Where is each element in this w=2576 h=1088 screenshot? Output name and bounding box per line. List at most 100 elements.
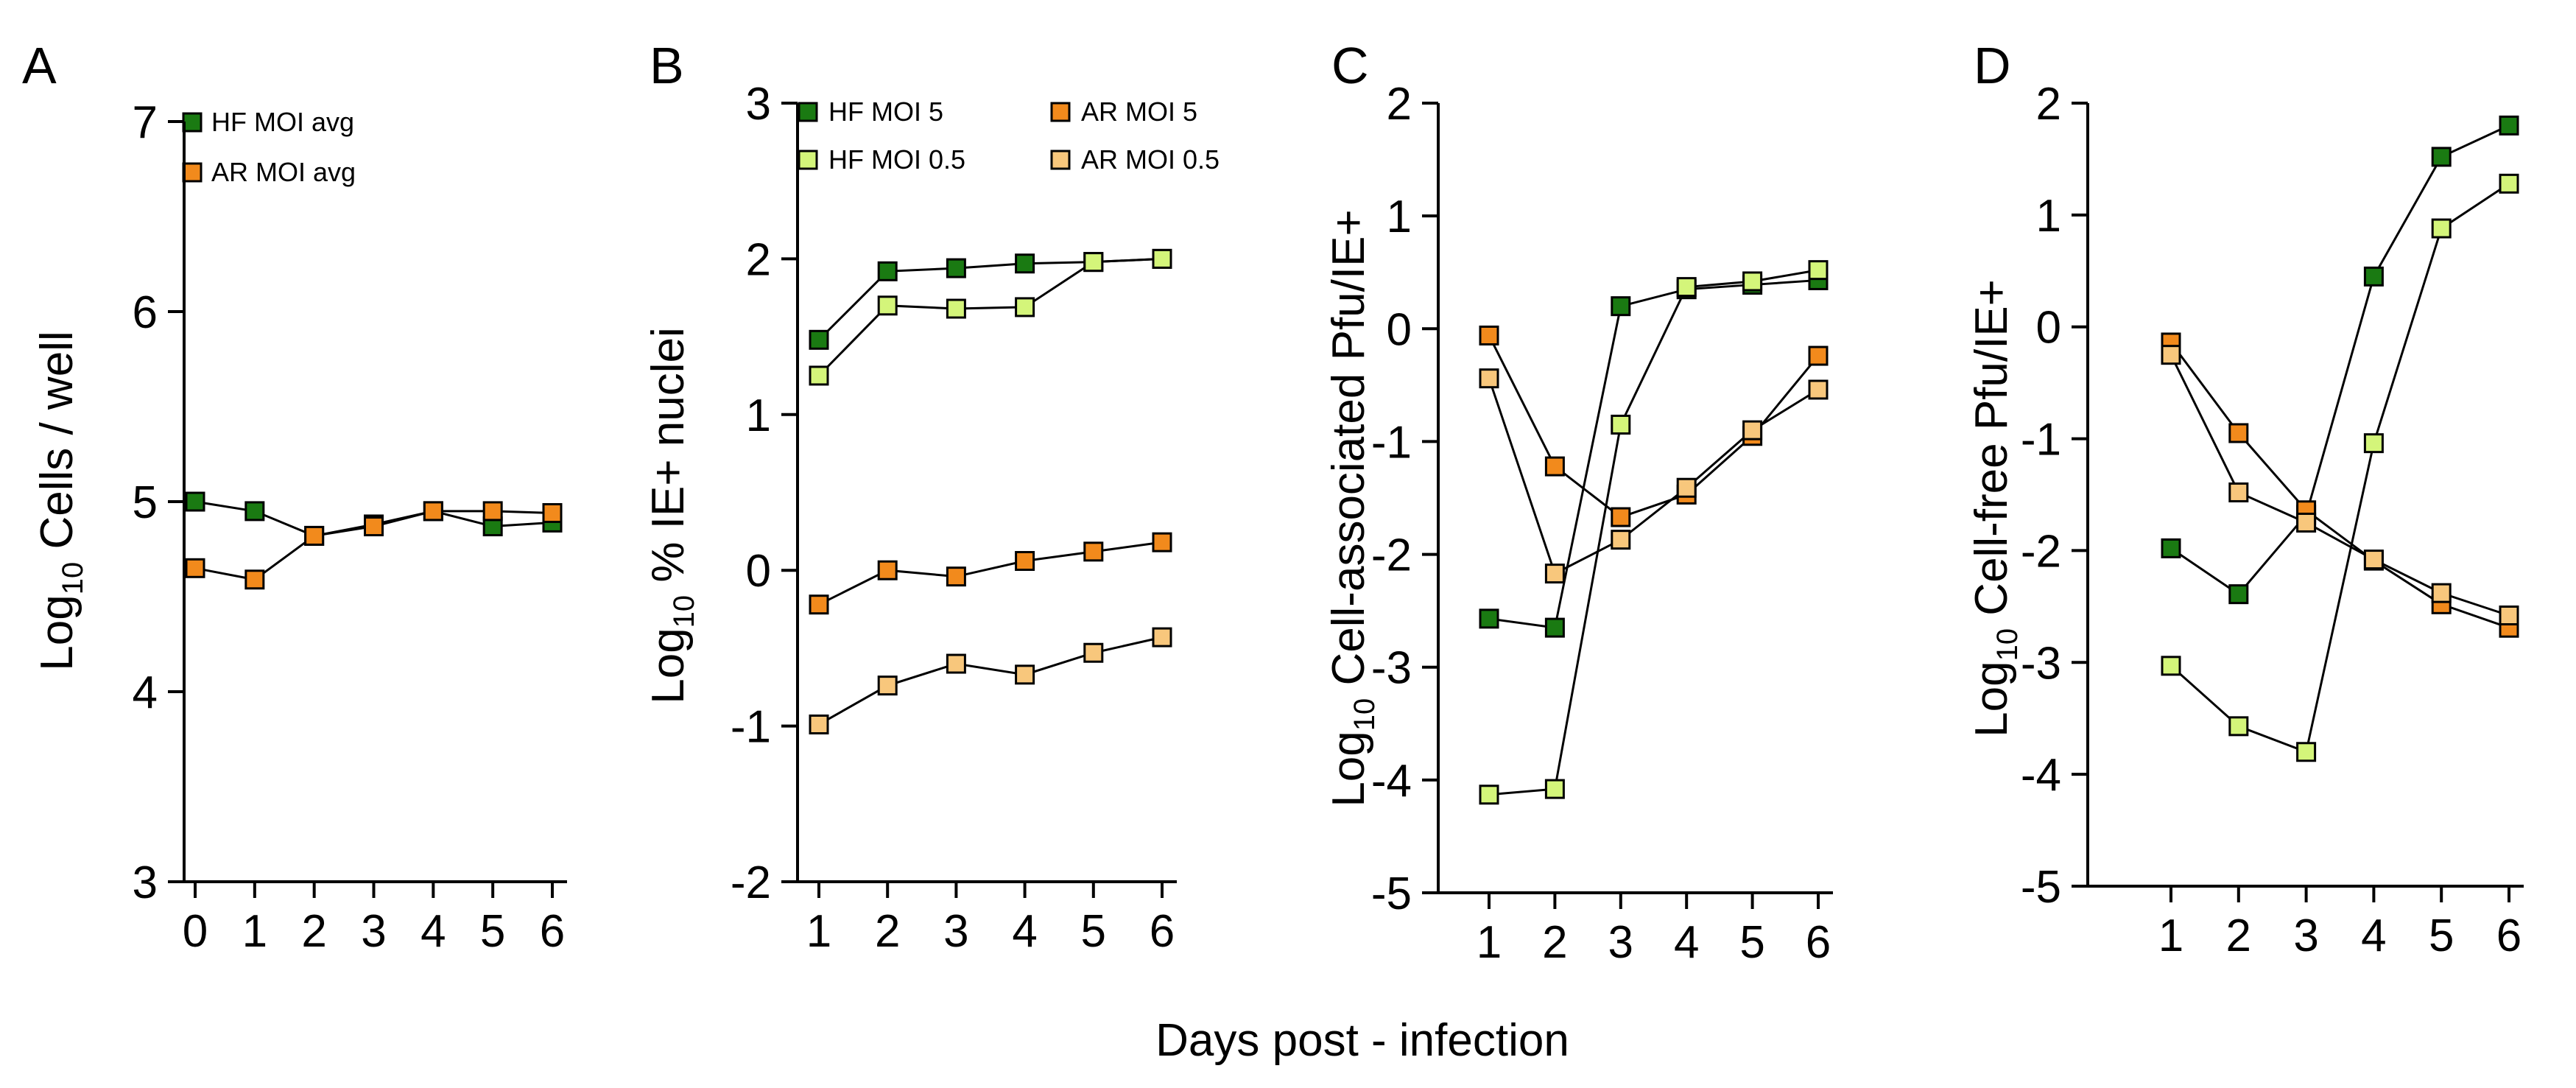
y-tick-label: 6 [133,287,158,338]
y-tick-label: 3 [133,857,158,908]
x-tick-label: 4 [420,906,446,957]
legend-swatch-hf-moi-5 [798,102,818,122]
y-tick-label: 7 [133,97,158,148]
y-tick-label: 4 [133,667,158,718]
y-tick-label: -4 [2021,750,2061,801]
data-point [1083,541,1104,562]
data-point [2499,173,2519,194]
data-point [1015,297,1035,317]
series-line [818,541,1163,606]
panel-b-y-axis-label: Log10 % IE+ nuclei [643,327,700,704]
data-point [2363,266,2384,287]
svg-text:Log10 % IE+ nuclei: Log10 % IE+ nuclei [643,327,700,704]
series-line [1488,269,1819,796]
data-point [2228,423,2249,443]
series-line [817,257,1163,376]
data-point [185,558,205,578]
data-point [1479,785,1499,805]
data-point [185,491,205,512]
data-point [1808,345,1829,366]
data-point [1015,551,1035,572]
data-point [423,501,443,522]
data-point [1808,260,1829,281]
y-tick-label: 0 [746,546,771,597]
series-line [1488,278,1819,629]
y-tick-label: -5 [1371,868,1412,919]
y-tick-label: -1 [731,702,771,753]
data-point [2431,583,2452,603]
data-point [2499,606,2519,626]
legend-label-hf-moi-avg: HF MOI avg [211,107,354,137]
data-point [1015,664,1035,685]
x-tick-label: 1 [242,906,267,957]
y-tick-label: 5 [133,477,158,528]
x-tick-label: 3 [2293,910,2318,961]
data-point [809,594,829,615]
data-point [2296,742,2317,762]
legend-label-ar-moi-avg: AR MOI avg [211,157,356,187]
y-tick-label: 2 [746,234,771,285]
svg-text:Log10 Cells / well: Log10 Cells / well [32,331,89,670]
data-point [1611,507,1631,527]
series-line [2169,342,2510,629]
x-tick-label: 2 [1542,917,1567,968]
series-line [2170,183,2510,754]
series-line [818,636,1163,726]
data-point [1742,420,1763,441]
y-tick-label: 0 [1387,304,1412,355]
x-tick-label: 5 [1739,917,1764,968]
data-point [1808,379,1829,400]
data-point [1544,617,1565,638]
x-tick-label: 6 [1806,917,1831,968]
x-tick-label: 6 [540,906,565,957]
x-tick-label: 4 [1674,917,1699,968]
x-tick-label: 4 [2361,910,2386,961]
data-point [1611,296,1631,317]
x-tick-label: 1 [2158,910,2183,961]
y-tick-label: 1 [746,390,771,441]
data-point [1479,325,1499,345]
x-tick-label: 1 [1477,917,1502,968]
series-line [1488,334,1820,519]
y-tick-label: -3 [1371,643,1412,694]
data-point [1083,252,1104,273]
x-tick-label: 5 [480,906,505,957]
data-point [877,295,898,316]
panel-a-y-axis-label: Log10 Cells / well [32,331,89,670]
y-tick-label: -1 [2021,415,2061,466]
x-tick-label: 3 [943,906,968,957]
y-tick-label: 3 [746,79,771,130]
panel-b: B Log10 % IE+ nuclei HF MOI 5 HF MOI 0.5… [643,37,1220,957]
data-point [482,501,503,522]
y-tick-label: 1 [2036,191,2061,242]
data-point [946,258,966,278]
data-point [1544,456,1565,477]
y-tick-label: -2 [731,857,771,908]
data-point [1742,271,1763,292]
y-tick-label: 2 [1387,79,1412,130]
x-tick-label: 0 [183,906,208,957]
legend-label-ar-moi-0-5: AR MOI 0.5 [1081,144,1220,175]
panel-c: C Log10 Cell-associated Pfu/IE+ -5 -4 -3 -2… [1323,37,1833,968]
x-tick-label: 2 [875,906,900,957]
y-tick-label: -1 [1371,417,1412,468]
data-point [2363,550,2384,570]
y-tick-label: -4 [1371,756,1412,807]
series-line [1488,378,1819,575]
panel-letter-d: D [1974,37,2011,94]
data-point [542,502,563,523]
series-line [817,257,1163,341]
data-point [1015,253,1035,274]
data-point [2161,656,2181,676]
x-tick-label: 2 [301,906,326,957]
data-point [809,365,829,386]
y-tick-label: 1 [1387,192,1412,242]
ylabel-sub: 10 [57,562,89,595]
legend-label-ar-moi-5: AR MOI 5 [1081,96,1197,127]
x-axis-label: Days post - infection [1155,1015,1569,1066]
data-point [244,569,265,590]
data-point [1676,277,1697,298]
data-point [946,566,966,587]
svg-text:Log10 Cell-associated Pfu/IE+: Log10 Cell-associated Pfu/IE+ [1323,209,1381,807]
